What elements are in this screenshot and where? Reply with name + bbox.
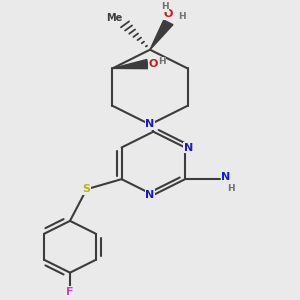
Text: F: F: [66, 287, 74, 297]
Text: H: H: [161, 2, 169, 11]
Text: N: N: [146, 190, 154, 200]
Text: H: H: [178, 11, 186, 20]
Polygon shape: [112, 59, 148, 69]
Text: H: H: [158, 57, 166, 66]
Text: N: N: [146, 119, 154, 130]
Text: O: O: [164, 10, 173, 20]
Text: O: O: [148, 59, 158, 69]
Text: S: S: [82, 184, 91, 194]
Polygon shape: [150, 20, 173, 50]
Text: Me: Me: [106, 13, 122, 23]
Text: N: N: [184, 142, 193, 152]
Text: H: H: [227, 184, 235, 193]
Text: N: N: [221, 172, 230, 182]
